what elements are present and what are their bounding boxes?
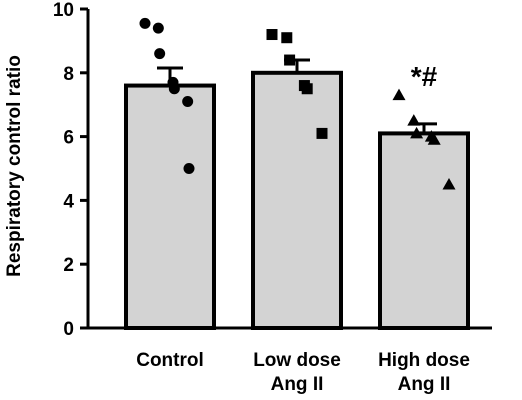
data-point xyxy=(168,83,180,95)
data-point xyxy=(154,48,166,60)
y-tick-label: 10 xyxy=(53,0,74,21)
y-tick-label: 6 xyxy=(63,128,74,149)
data-point xyxy=(410,126,424,139)
data-point xyxy=(442,177,456,190)
data-point xyxy=(392,88,406,101)
x-axis: Control Low dose Ang II High dose Ang II xyxy=(88,326,492,395)
y-tick-label: 8 xyxy=(63,64,74,85)
y-tick-label: 4 xyxy=(63,191,74,212)
data-point xyxy=(266,29,278,41)
bar xyxy=(378,131,470,330)
bar xyxy=(251,70,343,330)
x-tick-label: Low dose xyxy=(253,350,341,371)
data-point xyxy=(284,54,296,66)
bar xyxy=(124,83,216,330)
y-tick-label: 2 xyxy=(63,255,74,276)
data-point xyxy=(152,22,164,34)
data-point xyxy=(281,32,293,44)
x-tick-label: Ang II xyxy=(271,374,324,395)
data-points xyxy=(139,17,456,190)
x-tick-label: Control xyxy=(136,350,204,371)
significance-label: *# xyxy=(411,61,438,92)
y-axis-label: Respiratory control ratio xyxy=(4,55,25,277)
data-point xyxy=(407,114,421,126)
data-point xyxy=(139,17,151,29)
data-point xyxy=(316,127,328,139)
y-axis: 0 2 4 6 8 10 xyxy=(53,0,90,340)
y-tick-label: 0 xyxy=(63,319,74,340)
data-point xyxy=(427,133,441,145)
x-tick-label: Ang II xyxy=(398,374,451,395)
bars: *# xyxy=(124,58,470,330)
data-point xyxy=(301,83,313,95)
data-point xyxy=(182,96,194,108)
data-point xyxy=(183,163,195,174)
x-tick-label: High dose xyxy=(378,350,470,371)
